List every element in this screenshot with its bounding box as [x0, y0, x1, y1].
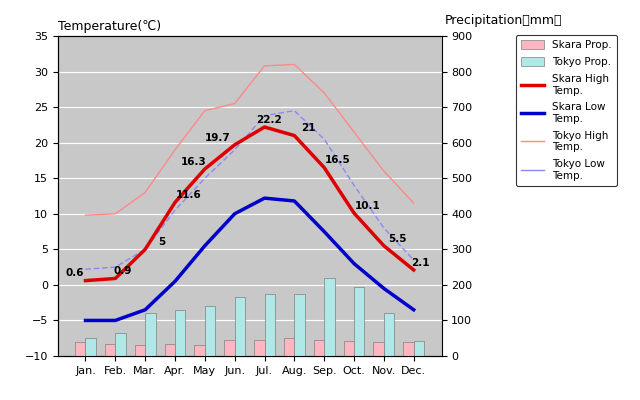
Text: 0.6: 0.6 [65, 268, 84, 278]
Bar [75, 342, 86, 356]
Legend: Skara Prop., Tokyo Prop., Skara High
Temp., Skara Low
Temp., Tokyo High
Temp., T: Skara Prop., Tokyo Prop., Skara High Tem… [516, 35, 617, 186]
Text: 5: 5 [158, 237, 166, 247]
Text: Temperature(℃): Temperature(℃) [58, 20, 161, 34]
Text: 10.1: 10.1 [355, 201, 381, 211]
Bar [264, 294, 275, 356]
Text: Precipitation（mm）: Precipitation（mm） [445, 14, 563, 27]
Text: 5.5: 5.5 [388, 234, 407, 244]
Bar [105, 344, 115, 356]
Text: 21: 21 [301, 123, 316, 133]
Text: 16.5: 16.5 [325, 155, 351, 165]
Bar [86, 338, 96, 356]
Bar [145, 313, 156, 356]
Text: 2.1: 2.1 [412, 258, 430, 268]
Bar [135, 345, 145, 356]
Bar [224, 340, 235, 356]
Bar [314, 340, 324, 356]
Bar [413, 341, 424, 356]
Bar [115, 333, 126, 356]
Bar [205, 306, 215, 356]
Bar [235, 297, 245, 356]
Bar [195, 345, 205, 356]
Text: 16.3: 16.3 [181, 157, 207, 167]
Bar [373, 342, 384, 356]
Bar [384, 313, 394, 356]
Bar [254, 340, 264, 356]
Bar [164, 344, 175, 356]
Bar [354, 287, 364, 356]
Text: 19.7: 19.7 [205, 133, 231, 143]
Text: 22.2: 22.2 [256, 115, 282, 125]
Text: 11.6: 11.6 [176, 190, 202, 200]
Bar [294, 294, 305, 356]
Text: 0.9: 0.9 [113, 266, 131, 276]
Bar [403, 342, 413, 356]
Bar [284, 338, 294, 356]
Bar [175, 310, 186, 356]
Bar [344, 341, 354, 356]
Bar [324, 278, 335, 356]
